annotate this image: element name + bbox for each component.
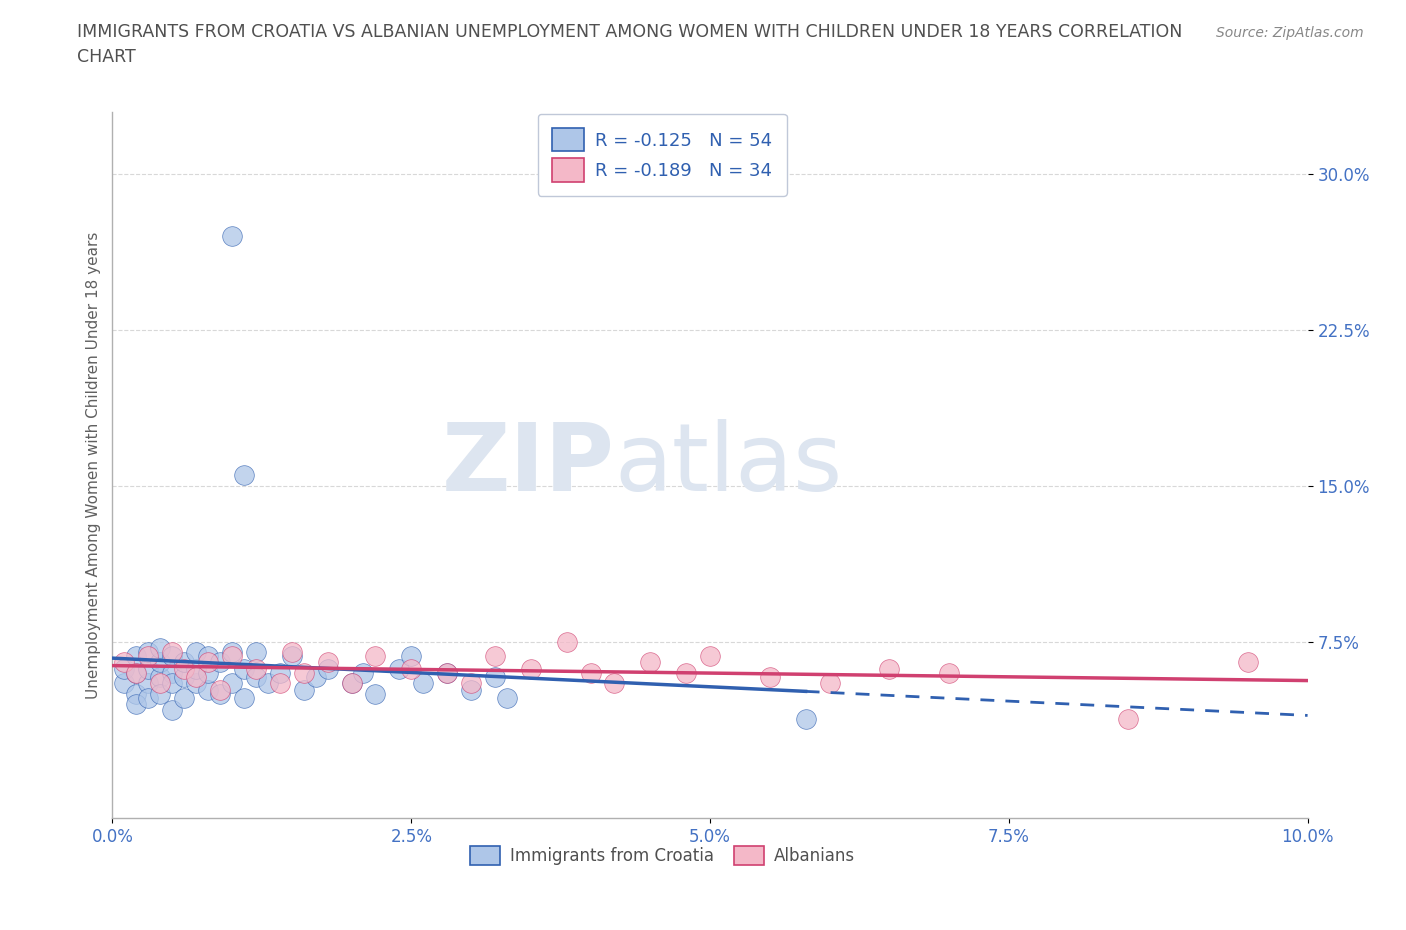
Point bbox=[245, 644, 267, 659]
Point bbox=[364, 649, 387, 664]
Point bbox=[186, 661, 208, 676]
Point bbox=[460, 682, 482, 697]
Point bbox=[125, 666, 148, 681]
Point bbox=[675, 666, 697, 681]
Point bbox=[197, 649, 219, 664]
Point bbox=[114, 661, 135, 676]
Point bbox=[436, 666, 458, 681]
Point bbox=[125, 666, 148, 681]
Point bbox=[579, 666, 602, 681]
Point bbox=[125, 686, 148, 701]
Point bbox=[209, 686, 232, 701]
Point bbox=[316, 655, 339, 670]
Point bbox=[149, 676, 172, 691]
Point bbox=[281, 649, 304, 664]
Point bbox=[245, 661, 267, 676]
Point bbox=[209, 655, 232, 670]
Point bbox=[149, 655, 172, 670]
Point bbox=[401, 661, 423, 676]
Point bbox=[353, 666, 375, 681]
Point bbox=[173, 690, 195, 705]
Point bbox=[162, 649, 183, 664]
Point bbox=[186, 644, 208, 659]
Text: ZIP: ZIP bbox=[441, 419, 614, 511]
Point bbox=[162, 676, 183, 691]
Point bbox=[173, 655, 195, 670]
Point bbox=[197, 655, 219, 670]
Point bbox=[460, 676, 482, 691]
Point bbox=[388, 661, 411, 676]
Point bbox=[269, 666, 291, 681]
Point bbox=[173, 670, 195, 684]
Point bbox=[401, 649, 423, 664]
Point bbox=[138, 661, 160, 676]
Point bbox=[138, 690, 160, 705]
Point bbox=[520, 661, 543, 676]
Point bbox=[114, 676, 135, 691]
Point bbox=[221, 649, 243, 664]
Point bbox=[436, 666, 458, 681]
Point bbox=[879, 661, 901, 676]
Point bbox=[162, 666, 183, 681]
Point bbox=[233, 690, 256, 705]
Point bbox=[125, 697, 148, 711]
Point bbox=[245, 670, 267, 684]
Point bbox=[149, 686, 172, 701]
Point bbox=[233, 661, 256, 676]
Point bbox=[257, 676, 280, 691]
Point bbox=[173, 661, 195, 676]
Point bbox=[818, 676, 841, 691]
Point bbox=[221, 229, 243, 244]
Point bbox=[364, 686, 387, 701]
Text: Source: ZipAtlas.com: Source: ZipAtlas.com bbox=[1216, 26, 1364, 40]
Point bbox=[281, 644, 304, 659]
Point bbox=[149, 641, 172, 656]
Point bbox=[340, 676, 363, 691]
Point bbox=[292, 682, 315, 697]
Point bbox=[221, 644, 243, 659]
Point bbox=[269, 676, 291, 691]
Point bbox=[640, 655, 662, 670]
Point bbox=[484, 670, 506, 684]
Point bbox=[138, 649, 160, 664]
Point bbox=[699, 649, 721, 664]
Point bbox=[794, 711, 817, 726]
Point bbox=[209, 682, 232, 697]
Point bbox=[496, 690, 519, 705]
Legend: Immigrants from Croatia, Albanians: Immigrants from Croatia, Albanians bbox=[461, 838, 863, 873]
Point bbox=[340, 676, 363, 691]
Point bbox=[292, 666, 315, 681]
Point bbox=[138, 676, 160, 691]
Point bbox=[412, 676, 434, 691]
Point bbox=[938, 666, 960, 681]
Point bbox=[186, 670, 208, 684]
Point bbox=[759, 670, 782, 684]
Point bbox=[186, 676, 208, 691]
Point bbox=[555, 634, 578, 649]
Point bbox=[233, 468, 256, 483]
Point bbox=[114, 655, 135, 670]
Y-axis label: Unemployment Among Women with Children Under 18 years: Unemployment Among Women with Children U… bbox=[86, 232, 101, 698]
Point bbox=[316, 661, 339, 676]
Point bbox=[197, 682, 219, 697]
Point bbox=[221, 676, 243, 691]
Point bbox=[484, 649, 506, 664]
Point bbox=[197, 666, 219, 681]
Point bbox=[138, 644, 160, 659]
Point bbox=[162, 644, 183, 659]
Point bbox=[162, 703, 183, 718]
Point bbox=[125, 649, 148, 664]
Text: atlas: atlas bbox=[614, 419, 842, 511]
Point bbox=[1237, 655, 1260, 670]
Text: CHART: CHART bbox=[77, 48, 136, 66]
Point bbox=[603, 676, 626, 691]
Point bbox=[149, 670, 172, 684]
Point bbox=[1118, 711, 1140, 726]
Text: IMMIGRANTS FROM CROATIA VS ALBANIAN UNEMPLOYMENT AMONG WOMEN WITH CHILDREN UNDER: IMMIGRANTS FROM CROATIA VS ALBANIAN UNEM… bbox=[77, 23, 1182, 41]
Point bbox=[305, 670, 328, 684]
